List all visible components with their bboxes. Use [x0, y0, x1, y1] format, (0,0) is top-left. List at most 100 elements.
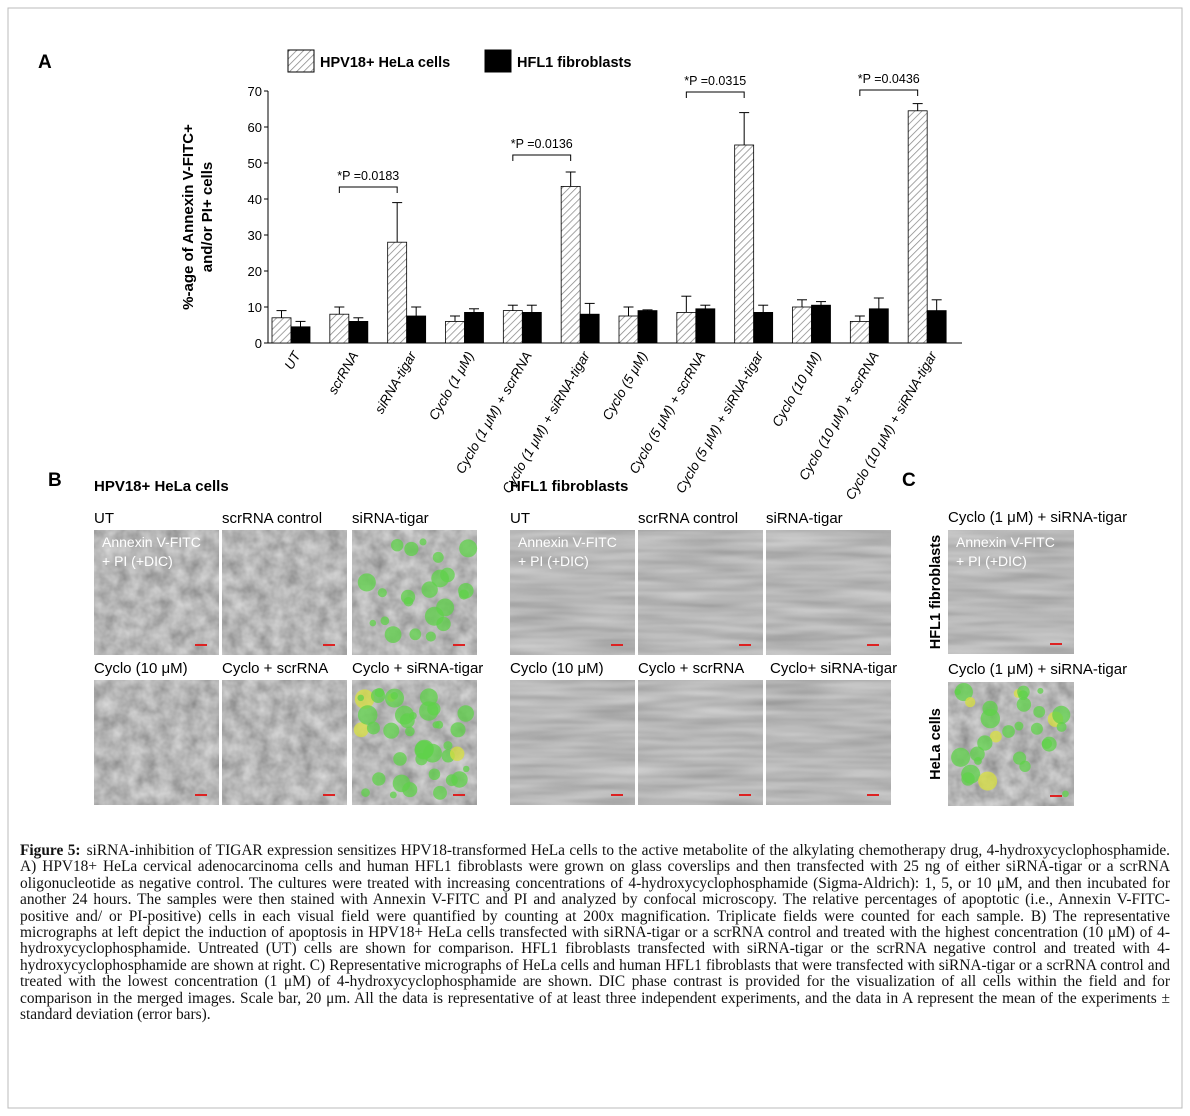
error-bar [758, 304, 769, 313]
bar [753, 311, 774, 344]
bar [290, 326, 311, 344]
apoptotic-cell [419, 538, 427, 546]
error-bar [507, 304, 518, 311]
apoptotic-cell [457, 705, 474, 722]
tile-label: Cyclo + scrRNA [638, 660, 744, 677]
apoptotic-cell [393, 752, 407, 766]
tile-label: Cyclo (10 μM) [510, 660, 604, 677]
apoptotic-cell [354, 689, 375, 709]
error-bar [411, 306, 422, 316]
apoptotic-cell [377, 588, 387, 598]
bar [271, 317, 292, 344]
error-bar [873, 297, 884, 309]
group-title: HPV18+ HeLa cells [94, 478, 229, 495]
apoptotic-cell [353, 722, 369, 738]
legend-label: HFL1 fibroblasts [517, 55, 631, 71]
bar [464, 311, 484, 344]
panel-label: C [902, 470, 916, 491]
p-value: *P =0.0436 [858, 72, 920, 86]
bar [734, 144, 755, 344]
p-value: *P =0.0136 [511, 137, 573, 151]
bar [329, 313, 350, 344]
bar [792, 306, 812, 344]
apoptotic-cell [384, 626, 402, 643]
apoptotic-cell [977, 735, 993, 751]
legend-swatch [484, 49, 512, 73]
error-bar [623, 306, 634, 316]
tile-label: Cyclo + scrRNA [222, 660, 328, 677]
apoptotic-cell [414, 740, 434, 760]
error-bar [526, 304, 537, 313]
x-tick-label: UT [282, 347, 305, 372]
apoptotic-cell [419, 701, 439, 721]
apoptotic-cell [357, 573, 376, 592]
micrograph [94, 680, 219, 805]
overlay-label: Annexin V-FITC [102, 534, 201, 550]
y-tick-label: 30 [248, 228, 262, 243]
bar [907, 110, 928, 344]
apoptotic-cell [369, 619, 377, 627]
y-tick-label: 50 [248, 156, 262, 171]
error-bar [681, 295, 692, 313]
overlay-label: + PI (+DIC) [956, 553, 1027, 569]
tile-label: Cyclo + siRNA-tigar [352, 660, 483, 677]
overlay-label: + PI (+DIC) [518, 553, 589, 569]
bar [637, 310, 658, 344]
y-tick-label: 0 [255, 336, 262, 351]
apoptotic-cell [1012, 751, 1027, 765]
apoptotic-cell [1018, 690, 1028, 701]
apoptotic-cell [404, 541, 419, 557]
micrograph [222, 680, 347, 805]
fluorescence [951, 682, 1071, 798]
x-tick-label: siRNA-tigar [372, 349, 420, 417]
overlay-label: Annexin V-FITC [518, 534, 617, 550]
error-bar [353, 317, 364, 322]
apoptotic-cell [383, 722, 400, 739]
apoptotic-cell [404, 726, 415, 737]
micrograph [510, 680, 635, 805]
error-bar [450, 315, 460, 322]
micrograph [638, 530, 763, 655]
caption: Figure 5: siRNA-inhibition of TIGAR expre… [20, 842, 1170, 1023]
apoptotic-cell [1056, 721, 1067, 732]
tile-label: Cyclo (10 μM) [94, 660, 188, 677]
apoptotic-cell [421, 581, 438, 598]
overlay-label: Annexin V-FITC [956, 534, 1055, 550]
tile-label: scrRNA control [638, 510, 738, 527]
y-tick-label: 70 [248, 84, 262, 99]
apoptotic-cell [361, 788, 370, 797]
apoptotic-cell [374, 687, 385, 698]
x-tick-label: scrRNA [325, 349, 361, 397]
micrograph [948, 530, 1074, 654]
x-tick-label: Cyclo (5 μM) [599, 349, 650, 423]
micrograph [510, 530, 635, 655]
error-bar [295, 320, 306, 327]
group-title: HFL1 fibroblasts [510, 478, 628, 495]
bar [926, 310, 947, 344]
apoptotic-cell [1037, 687, 1044, 694]
apoptotic-cell [399, 713, 415, 729]
bar [445, 320, 465, 344]
error-bar [565, 171, 576, 187]
apoptotic-cell [402, 782, 418, 798]
row-label: HFL1 fibroblasts [928, 535, 944, 649]
error-bar [700, 304, 711, 309]
apoptotic-cell [380, 616, 390, 626]
x-tick-label: Cyclo (10 μM) [769, 349, 824, 429]
apoptotic-cell [450, 722, 466, 738]
figure-border [7, 7, 1183, 1109]
apoptotic-cell [432, 721, 440, 729]
apoptotic-cell [357, 694, 365, 702]
apoptotic-cell [451, 771, 468, 788]
apoptotic-cell [424, 606, 444, 626]
bar [387, 241, 408, 344]
tile-label: Cyclo (1 μM) + siRNA-tigar [948, 661, 1127, 678]
tile-label: Cyclo+ siRNA-tigar [770, 660, 897, 677]
panel-label: A [38, 52, 52, 73]
error-bar [469, 308, 479, 313]
caption-label: Figure 5: [20, 842, 81, 859]
legend-swatch [287, 49, 315, 73]
bar [811, 304, 831, 344]
y-tick-label: 60 [248, 120, 262, 135]
